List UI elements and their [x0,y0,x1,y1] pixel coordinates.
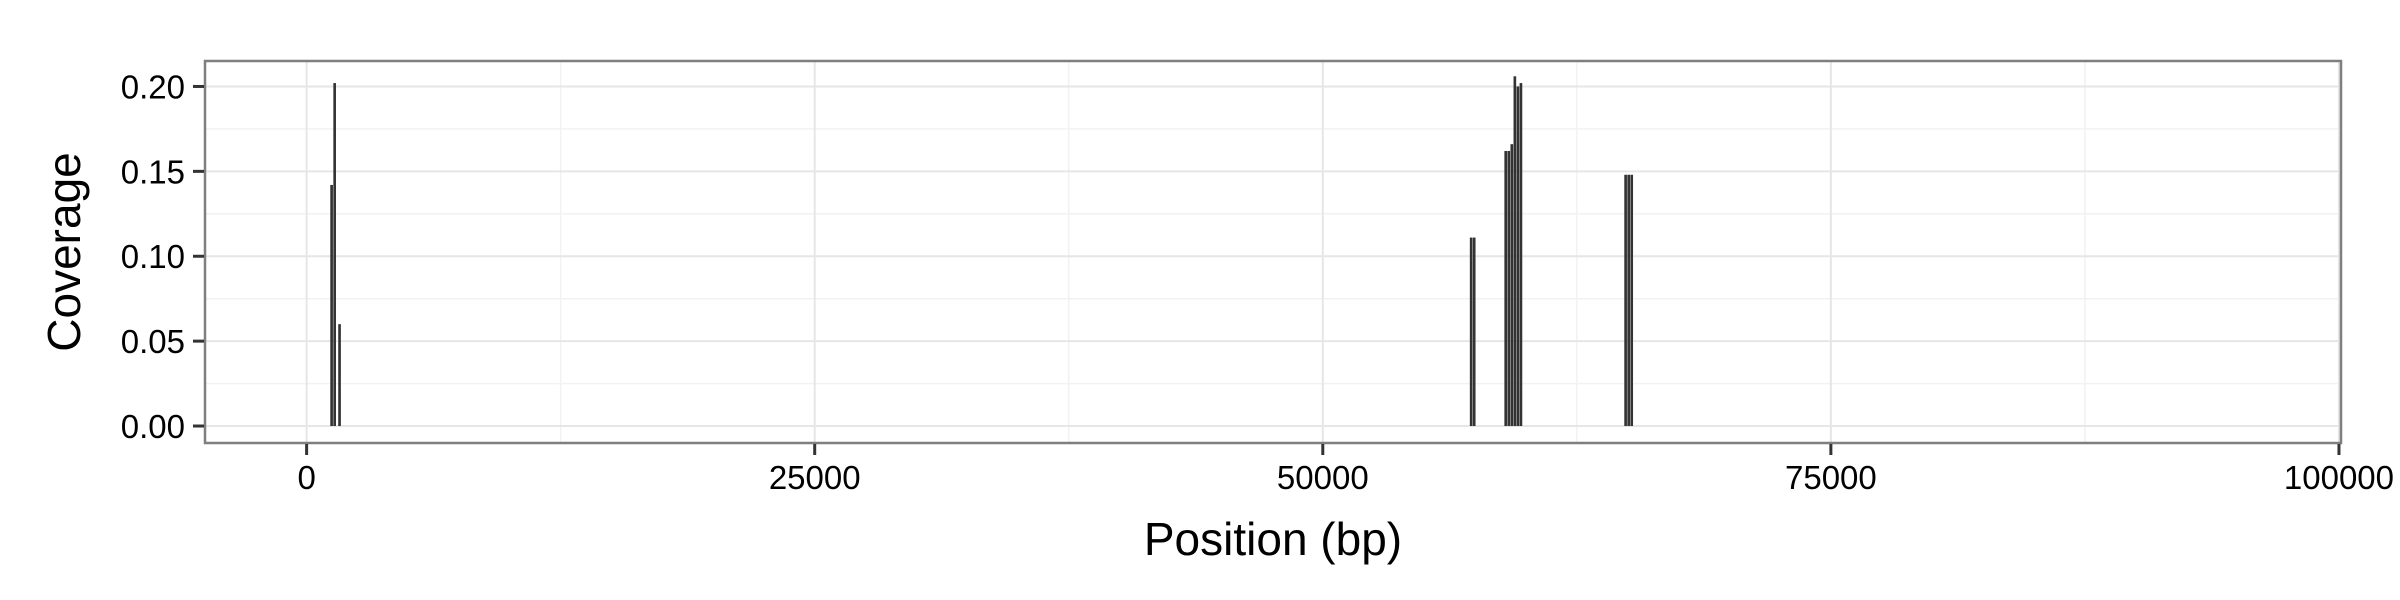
grid-lines [205,61,2341,443]
plot-background [205,61,2341,443]
coverage-bar [1504,150,1508,427]
x-tick-label: 50000 [1277,459,1369,496]
coverage-bar [330,184,333,427]
coverage-bar [1510,144,1514,427]
coverage-bar [333,83,336,427]
y-tick-label: 0.00 [121,408,185,445]
x-tick-label: 75000 [1785,459,1877,496]
coverage-bar [1472,237,1476,427]
x-tick-label: 100000 [2284,459,2394,496]
y-axis-title: Coverage [38,152,90,351]
coverage-bar [1507,150,1511,427]
axis-ticks: 0 25000 50000 75000 100000 0.00 0.05 0.10 0.15 0.… [121,68,2394,496]
y-tick-label: 0.10 [121,238,185,275]
coverage-bar [1627,174,1630,427]
bars [330,76,1634,427]
coverage-bar [1519,83,1523,427]
x-tick-label: 25000 [769,459,861,496]
y-tick-label: 0.15 [121,153,185,190]
x-tick-label: 0 [297,459,315,496]
x-axis-title: Position (bp) [1144,513,1402,565]
coverage-bar [1624,174,1627,427]
coverage-bar [1469,237,1473,427]
coverage-bar [1630,174,1634,427]
y-tick-label: 0.05 [121,323,185,360]
y-tick-label: 0.20 [121,68,185,105]
plot-panel [203,59,2343,445]
coverage-bar [1513,76,1517,427]
coverage-bar [1516,86,1520,427]
coverage-bar [338,324,341,427]
